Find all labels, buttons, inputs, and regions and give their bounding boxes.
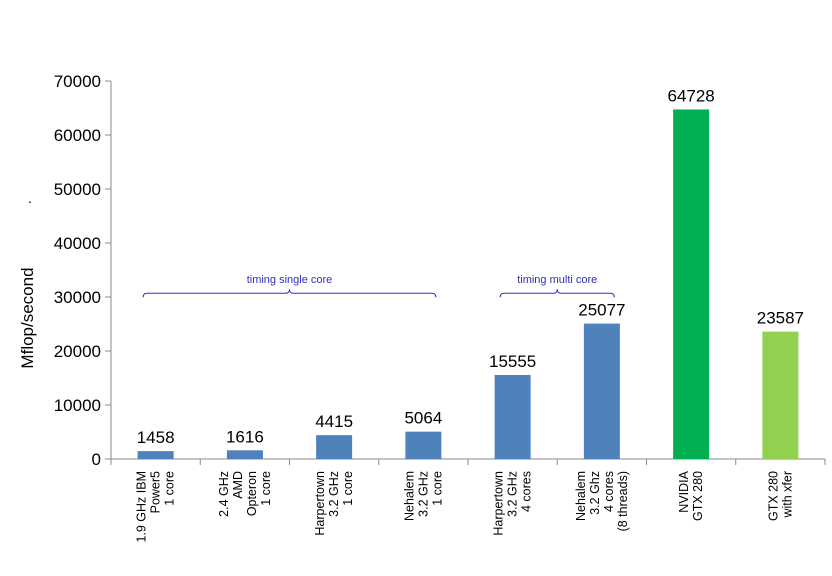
x-tick-label-line: 1 core [341, 471, 355, 506]
annotation-bracket [499, 289, 615, 298]
x-tick-label-line: 1.9 GHz IBM [135, 471, 149, 543]
x-tick-label-line: Nehalem [574, 471, 588, 521]
y-tick-label: 30000 [54, 288, 101, 307]
x-tick-label: 1.9 GHz IBM Power5 1 core [135, 471, 177, 543]
y-tick-label: 60000 [54, 126, 101, 145]
bar [226, 450, 263, 459]
data-label: 25077 [578, 301, 625, 320]
bar [673, 109, 710, 459]
y-tick-label: 50000 [54, 180, 101, 199]
y-tick-label: 20000 [54, 342, 101, 361]
bar [405, 431, 442, 459]
x-tick-label-line: (8 threads) [616, 471, 630, 531]
bar [494, 375, 531, 459]
y-tick-label: 40000 [54, 234, 101, 253]
x-tick-label-line: 3.2 GHz [416, 471, 430, 517]
x-tick-label: GTX 280 with xfer [766, 471, 794, 521]
x-tick-label: Nehalem 3.2 GHz 1 core [402, 471, 444, 521]
data-label: 5064 [404, 409, 442, 428]
x-tick-label-line: 1 core [430, 471, 444, 506]
bars [137, 109, 799, 459]
y-tick-label: 70000 [54, 72, 101, 91]
stray-mark: . [28, 190, 32, 206]
x-tick-label-line: Harpertown [492, 471, 506, 536]
data-labels: 1458 1616 4415 5064 15555 25077 64728 23587 [137, 86, 804, 447]
data-label: 1458 [137, 428, 175, 447]
annotations: timing single core timing multi core [142, 274, 615, 298]
x-tick-label-line: 3.2 Ghz [588, 471, 602, 515]
x-tick-label-line: Power5 [149, 471, 163, 513]
x-tick-label-line: 3.2 GHz [506, 471, 520, 517]
data-label: 15555 [489, 352, 536, 371]
bar [583, 323, 620, 459]
y-tick-label: 0 [92, 450, 101, 469]
x-tick-label-line: Nehalem [402, 471, 416, 521]
x-tick-label: Harpertown 3.2 GHz 1 core [313, 471, 355, 536]
annotation-label: timing single core [247, 274, 333, 286]
x-tick-label-line: Harpertown [313, 471, 327, 536]
annotation-bracket [142, 289, 437, 298]
annotation-label: timing multi core [517, 274, 597, 286]
y-axis-label: Mflop/second [18, 267, 37, 368]
x-tick-label-line: NVIDIA [677, 470, 691, 512]
x-tick-label-line: 4 cores [602, 471, 616, 512]
bar [762, 331, 799, 459]
data-label: 23587 [757, 309, 804, 328]
x-tick-label: 2.4 GHz AMD Opteron 1 core [217, 471, 273, 517]
x-tick-label-line: 1 core [259, 471, 273, 506]
x-tick-labels: 1.9 GHz IBM Power5 1 core 2.4 GHz AMD Opteron… [135, 470, 795, 542]
y-tick-label: 10000 [54, 396, 101, 415]
data-label: 1616 [226, 427, 264, 446]
x-tick-label-line: with xfer [780, 471, 794, 519]
bar [137, 451, 174, 459]
x-tick-label-line: GTX 280 [691, 471, 705, 521]
x-tick-label: Harpertown 3.2 GHz 4 cores [492, 471, 534, 536]
x-tick-label-line: AMD [231, 471, 245, 499]
x-tick-label-line: 2.4 GHz [217, 471, 231, 517]
x-tick-label-line: GTX 280 [766, 471, 780, 521]
x-tick-label-line: Opteron [245, 471, 259, 516]
data-label: 64728 [667, 86, 714, 105]
bar [316, 435, 353, 459]
x-tick-label: Nehalem 3.2 Ghz 4 cores (8 threads) [574, 471, 630, 531]
x-tick-label-line: 4 cores [520, 471, 534, 512]
data-label: 4415 [315, 412, 353, 431]
x-tick-label: NVIDIA GTX 280 [677, 470, 705, 521]
axes: 0 10000 20000 30000 40000 50000 60000 70000 [54, 72, 826, 469]
x-tick-label-line: 1 core [163, 471, 177, 506]
x-tick-label-line: 3.2 GHz [327, 471, 341, 517]
